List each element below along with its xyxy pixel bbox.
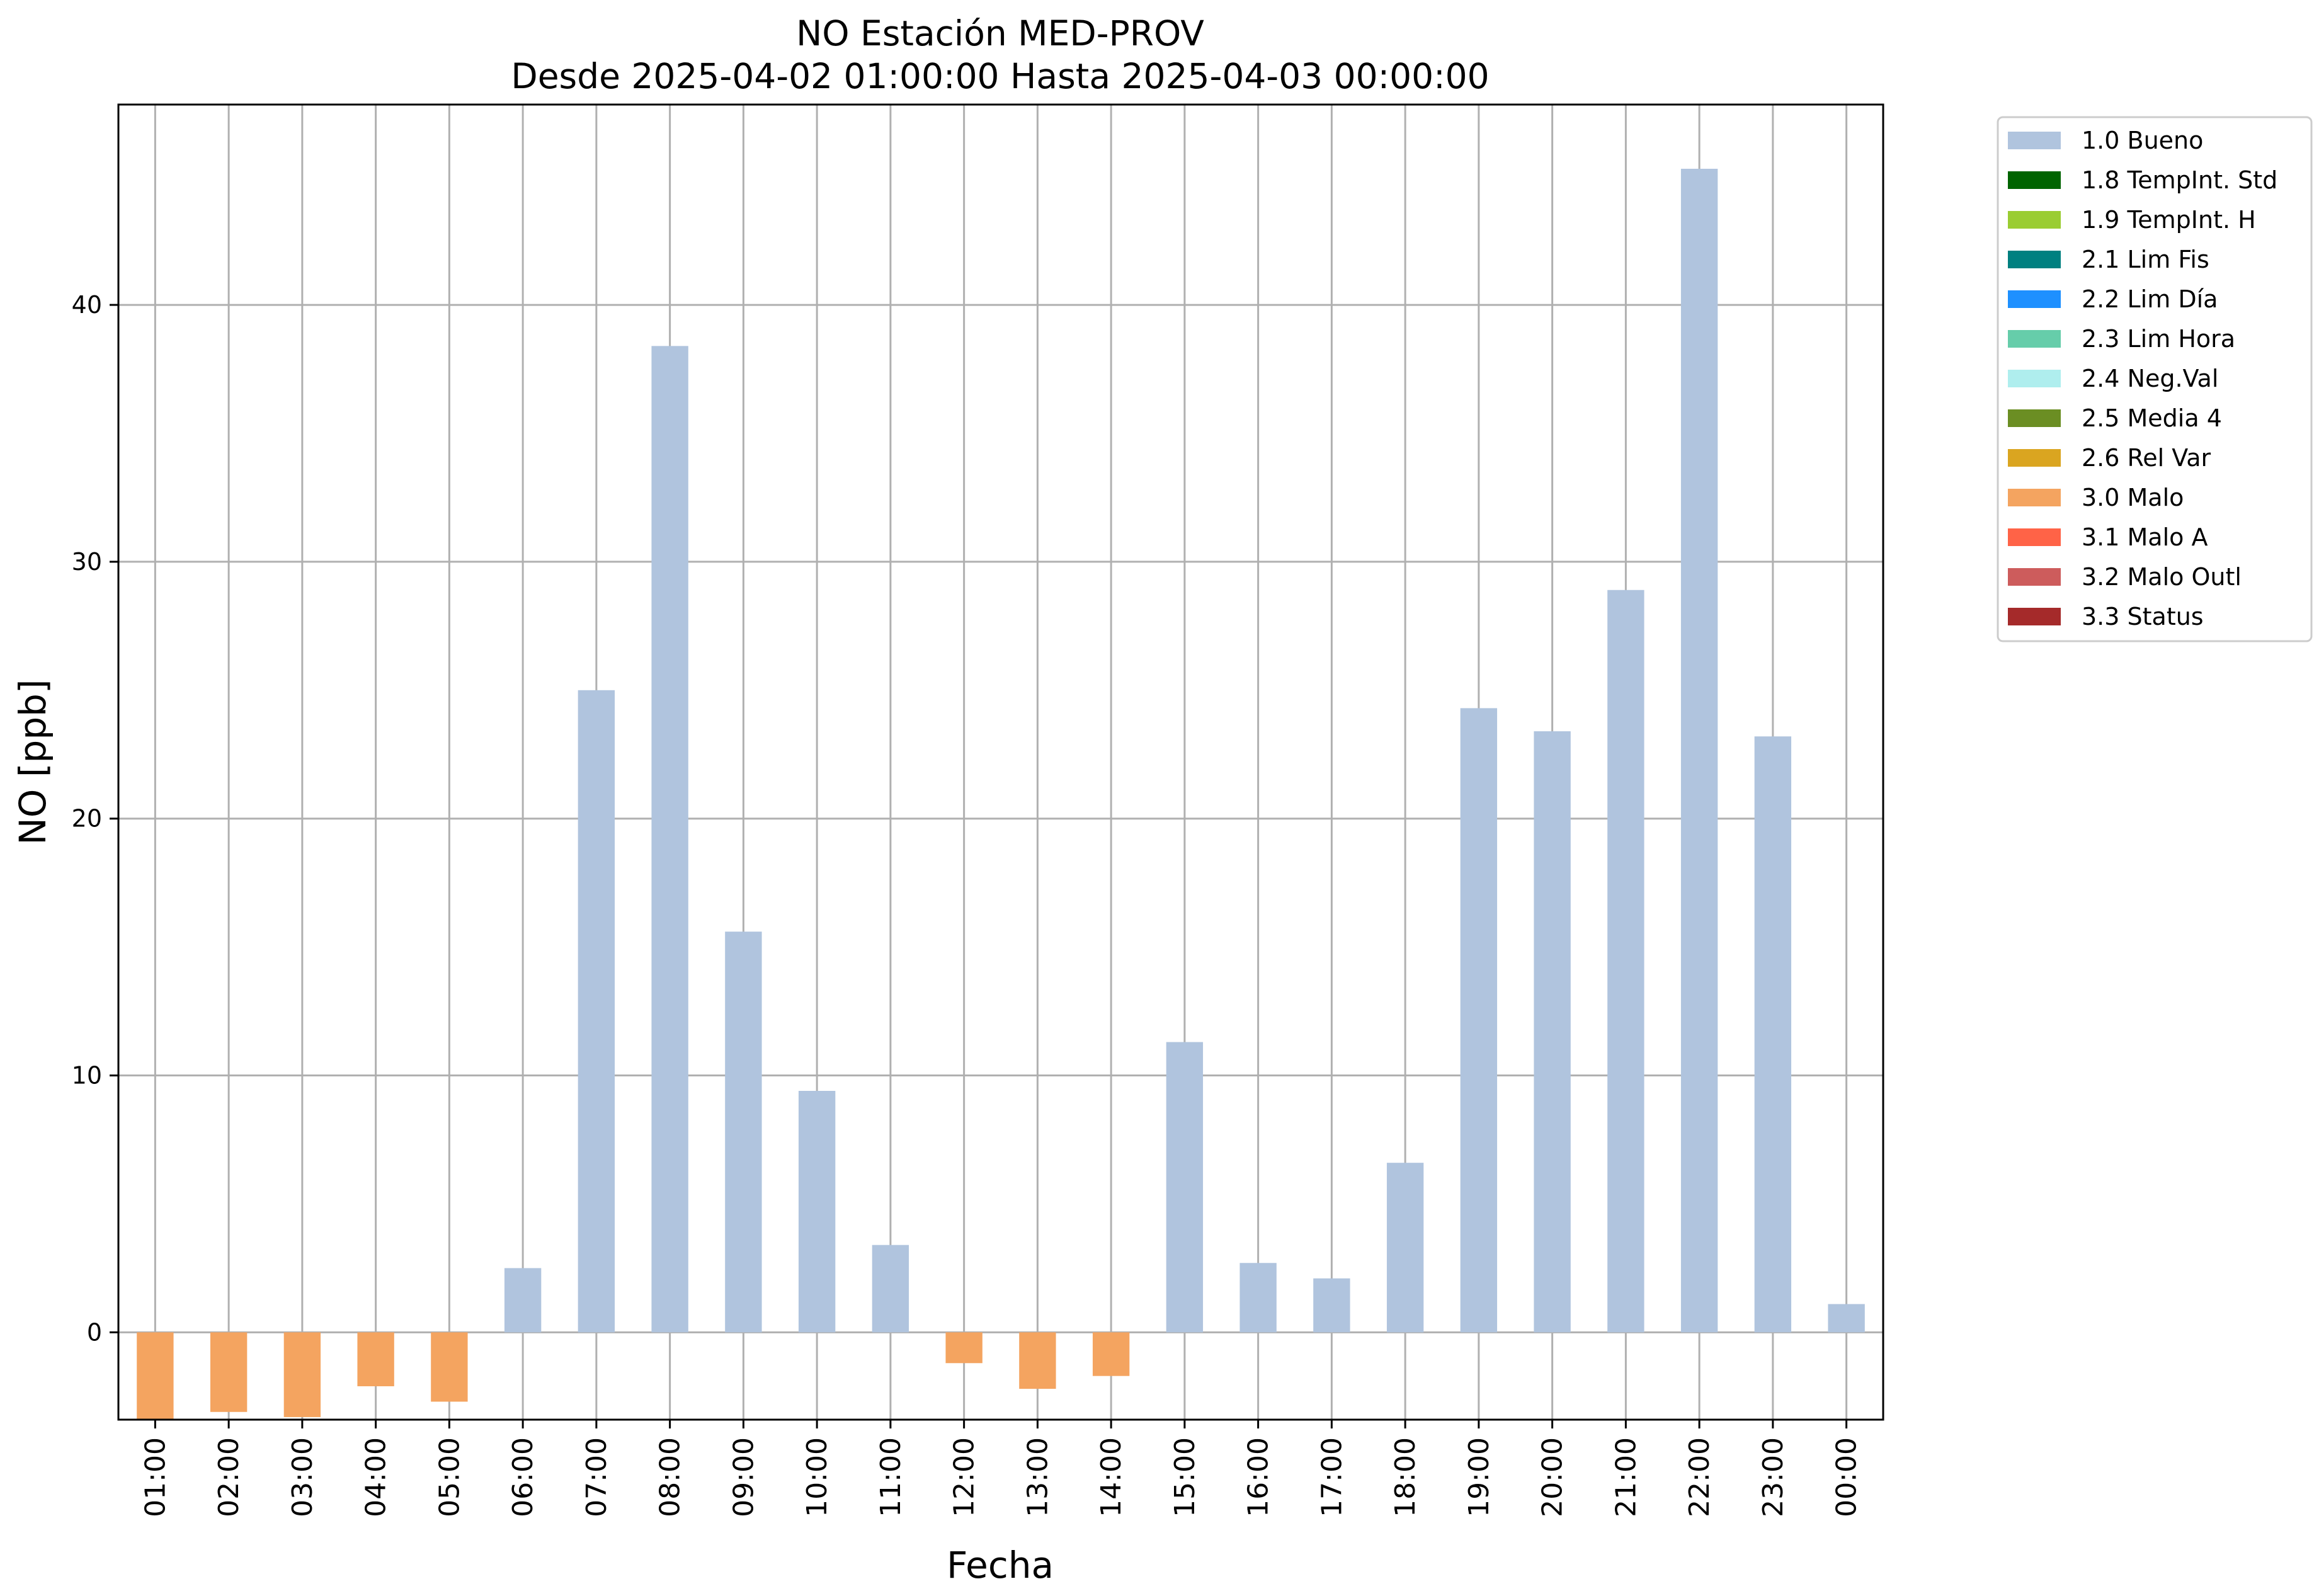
bar <box>137 1332 174 1420</box>
x-tick-label: 02:00 <box>213 1437 245 1517</box>
x-tick-label: 08:00 <box>654 1437 687 1517</box>
bar <box>578 690 615 1333</box>
x-tick-label: 06:00 <box>507 1437 539 1517</box>
x-ticks: 01:00 02:00 03:00 04:00 05:00 06:00 07:00 08:00… <box>139 1420 1863 1517</box>
legend-swatch <box>2008 171 2061 189</box>
y-axis-label: NO [ppb] <box>11 679 54 845</box>
bar <box>357 1332 394 1386</box>
y-tick-label: 30 <box>72 548 102 576</box>
chart-subtitle: Desde 2025-04-02 01:00:00 Hasta 2025-04-… <box>511 56 1489 96</box>
y-tick-label: 40 <box>72 291 102 319</box>
plot-frame <box>117 103 1884 1421</box>
bar <box>1680 168 1718 1333</box>
bar <box>1166 1042 1204 1333</box>
x-tick-label: 03:00 <box>287 1437 319 1517</box>
x-tick-label: 18:00 <box>1389 1437 1422 1517</box>
legend-swatch <box>2008 409 2061 427</box>
x-tick-label: 16:00 <box>1243 1437 1275 1517</box>
bar <box>504 1268 542 1333</box>
y-tick-label: 0 <box>87 1318 102 1346</box>
x-tick-label: 21:00 <box>1610 1437 1642 1517</box>
x-tick-label: 20:00 <box>1537 1437 1569 1517</box>
legend: 1.0 Bueno 1.8 TempInt. Std 1.9 TempInt. H 2… <box>1997 116 2313 642</box>
legend-swatch <box>2008 370 2061 387</box>
bar <box>1313 1278 1350 1333</box>
bar <box>872 1245 909 1333</box>
bar <box>283 1332 321 1417</box>
legend-swatch <box>2008 449 2061 467</box>
y-tick-label: 10 <box>72 1062 102 1090</box>
legend-swatch <box>2008 290 2061 308</box>
legend-label: 3.0 Malo <box>2082 484 2184 511</box>
x-tick-label: 04:00 <box>360 1437 392 1517</box>
legend-label: 2.4 Neg.Val <box>2082 365 2218 392</box>
x-tick-label: 09:00 <box>727 1437 760 1517</box>
x-tick-label: 23:00 <box>1757 1437 1789 1517</box>
legend-label: 1.0 Bueno <box>2082 127 2203 154</box>
x-tick-label: 00:00 <box>1831 1437 1863 1517</box>
bar <box>1092 1332 1130 1376</box>
bar <box>1534 731 1571 1333</box>
legend-swatch <box>2008 211 2061 229</box>
bar <box>1239 1263 1277 1333</box>
x-tick-label: 17:00 <box>1316 1437 1348 1517</box>
legend-frame <box>1997 116 2313 642</box>
bar <box>1019 1332 1056 1389</box>
x-tick-label: 05:00 <box>433 1437 465 1517</box>
legend-swatch <box>2008 489 2061 506</box>
bar <box>1386 1163 1424 1333</box>
bar <box>210 1332 248 1412</box>
legend-swatch <box>2008 568 2061 586</box>
x-tick-label: 15:00 <box>1169 1437 1201 1517</box>
bar <box>725 932 762 1333</box>
legend-label: 3.1 Malo A <box>2082 523 2208 551</box>
legend-swatch <box>2008 608 2061 625</box>
legend-swatch <box>2008 528 2061 546</box>
chart-title: NO Estación MED-PROV <box>796 13 1204 54</box>
legend-label: 3.2 Malo Outl <box>2082 563 2242 591</box>
x-axis-label: Fecha <box>947 1544 1054 1587</box>
y-ticks: 0 10 20 30 40 <box>72 291 118 1346</box>
x-tick-label: 19:00 <box>1463 1437 1495 1517</box>
x-tick-label: 07:00 <box>581 1437 613 1517</box>
legend-label: 2.2 Lim Día <box>2082 285 2218 313</box>
bars <box>137 168 1865 1420</box>
y-tick-label: 20 <box>72 805 102 833</box>
legend-swatch <box>2008 330 2061 348</box>
bar <box>651 346 688 1333</box>
legend-label: 2.1 Lim Fis <box>2082 246 2209 273</box>
x-tick-label: 14:00 <box>1095 1437 1127 1517</box>
legend-label: 1.9 TempInt. H <box>2082 206 2256 234</box>
bar <box>1460 708 1498 1333</box>
x-tick-label: 13:00 <box>1022 1437 1054 1517</box>
bar <box>1828 1304 1865 1333</box>
legend-swatch <box>2008 132 2061 149</box>
bar <box>431 1332 468 1402</box>
x-tick-label: 22:00 <box>1684 1437 1716 1517</box>
x-tick-label: 11:00 <box>875 1437 907 1517</box>
legend-swatch <box>2008 251 2061 268</box>
legend-label: 3.3 Status <box>2082 603 2204 630</box>
bar <box>945 1332 983 1364</box>
legend-label: 2.6 Rel Var <box>2082 444 2211 472</box>
x-tick-label: 01:00 <box>139 1437 171 1517</box>
legend-label: 1.8 TempInt. Std <box>2082 166 2277 194</box>
x-tick-label: 12:00 <box>949 1437 981 1517</box>
bar <box>798 1091 836 1333</box>
x-tick-label: 10:00 <box>801 1437 833 1517</box>
bar <box>1607 590 1644 1333</box>
legend-label: 2.5 Media 4 <box>2082 404 2222 432</box>
bar <box>1754 736 1792 1333</box>
legend-label: 2.3 Lim Hora <box>2082 325 2235 353</box>
